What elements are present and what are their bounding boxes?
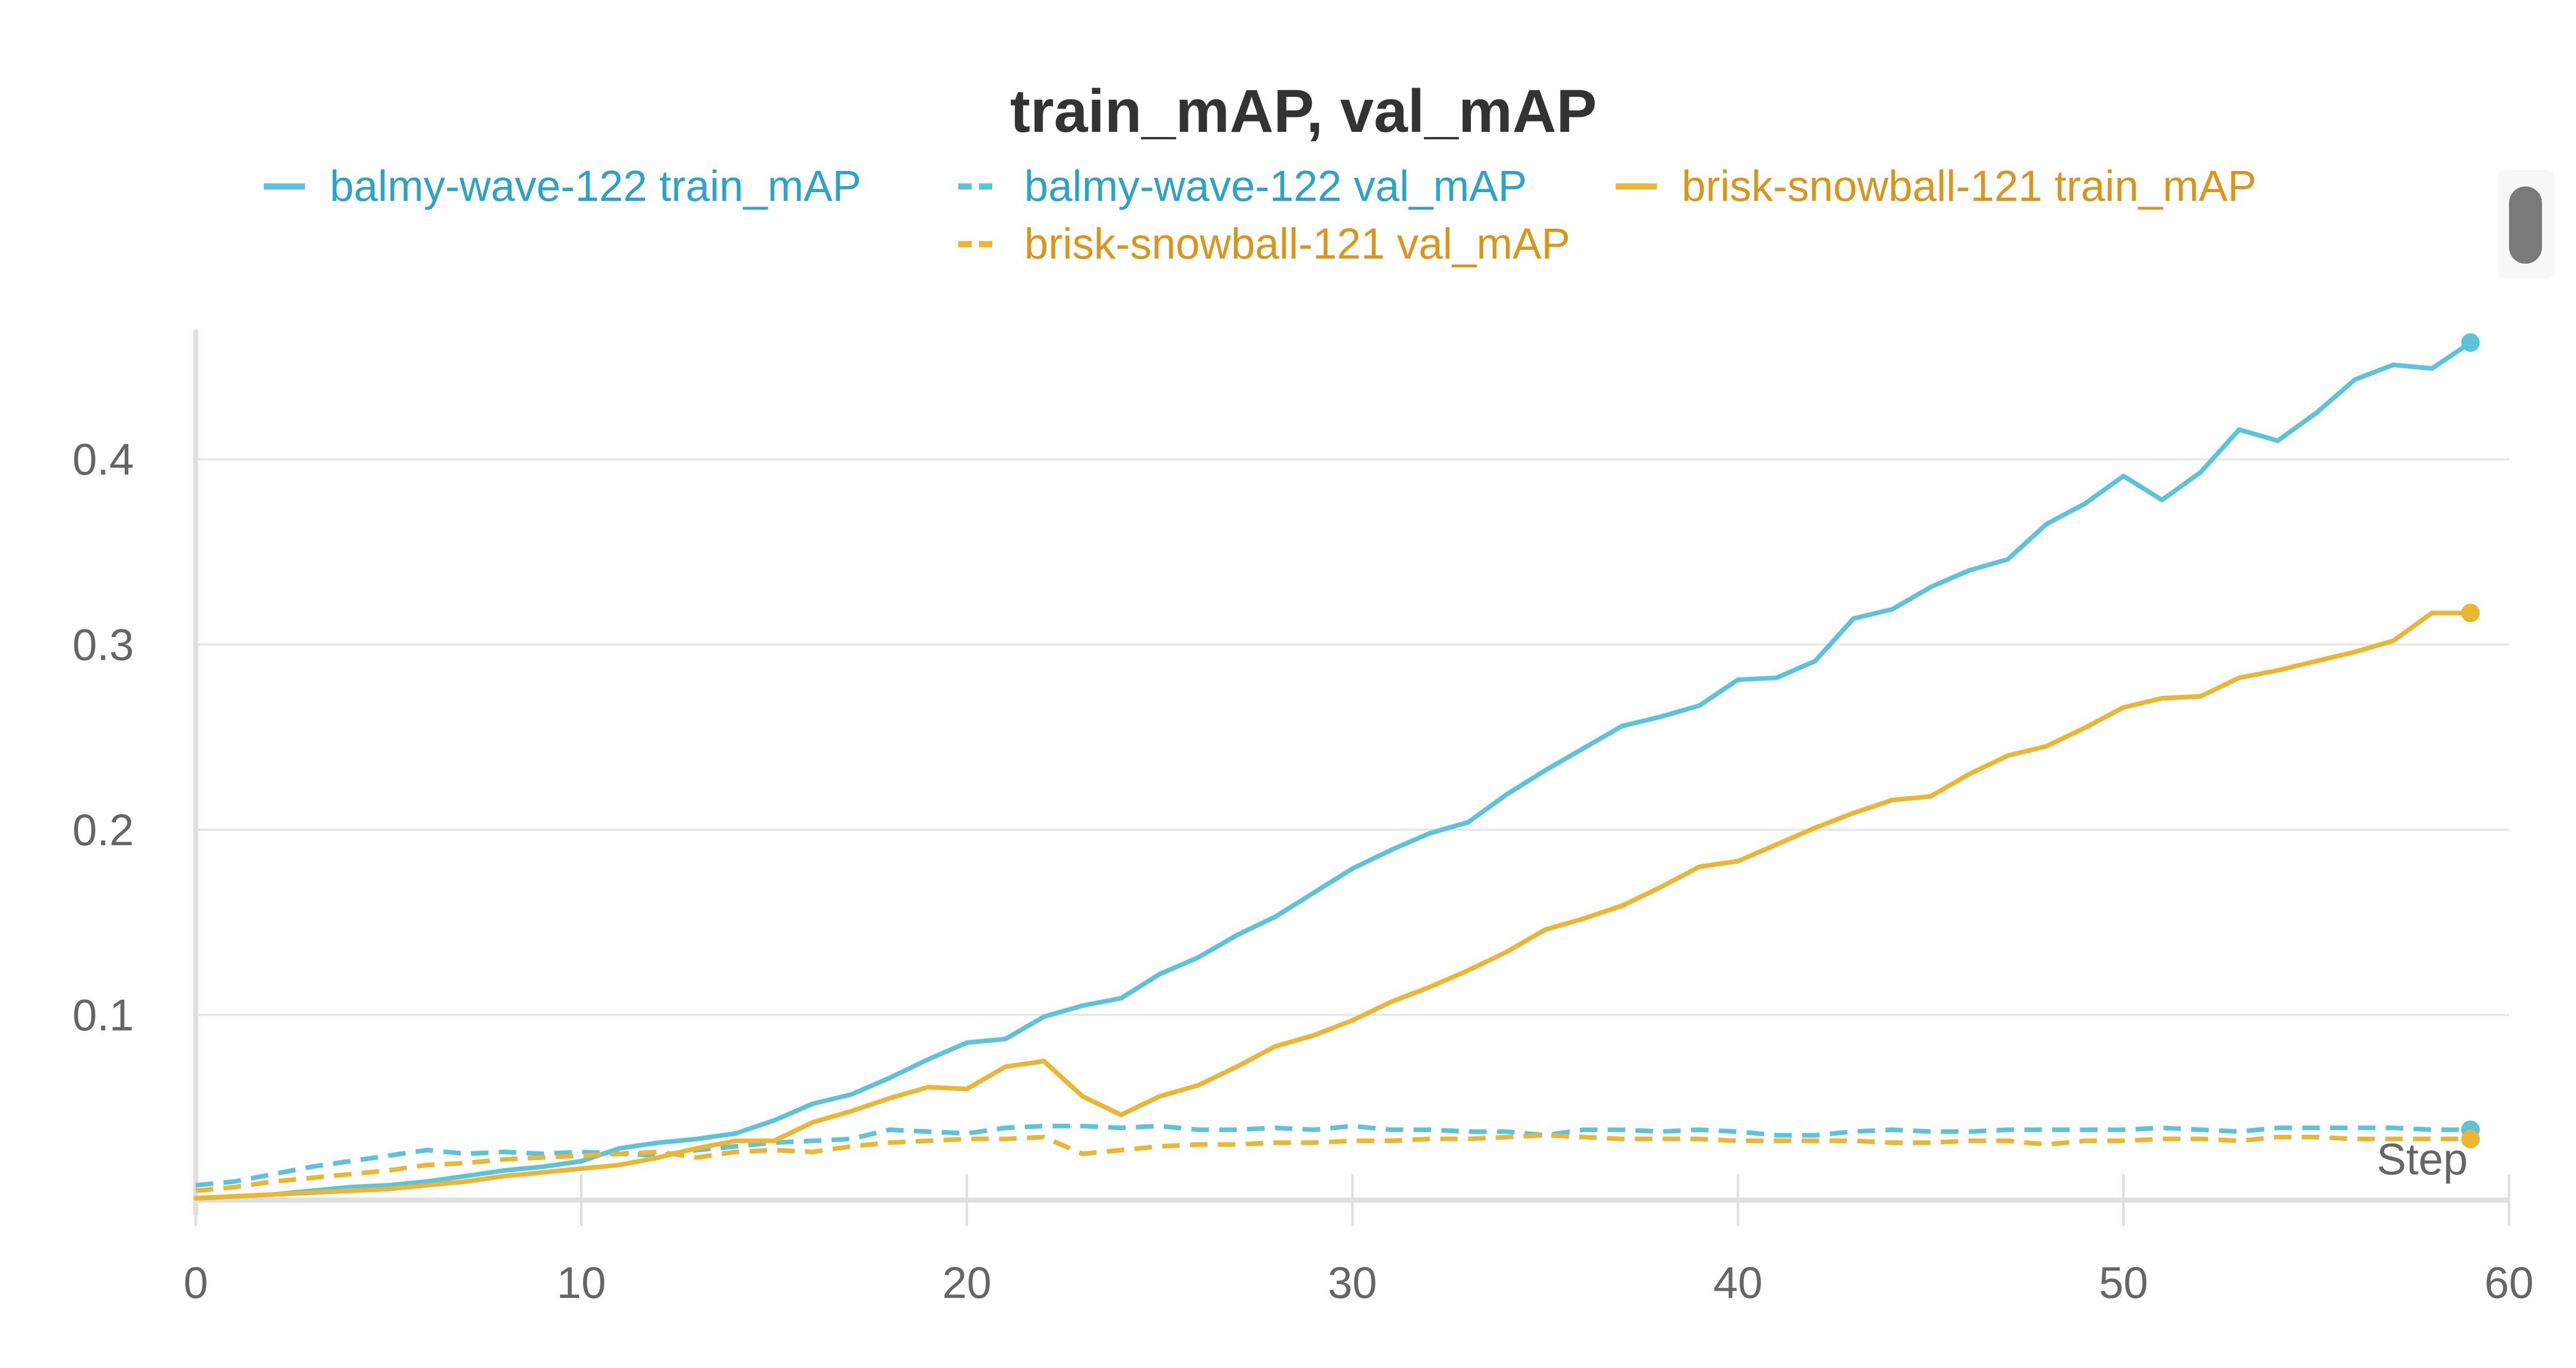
y-tick-label-1: 0.2: [72, 806, 134, 855]
series-end-point-0: [2461, 333, 2480, 352]
x-tick-label-2: 20: [942, 1258, 992, 1308]
series-lines: [193, 333, 2480, 1201]
tick-labels: 0 10 20 30 40 50 60 0.1 0.2 0.3 0.4: [72, 435, 2533, 1308]
legend-item-3[interactable]: brisk-snowball-121 val_mAP: [958, 219, 1570, 268]
x-tick-label-4: 40: [1713, 1258, 1762, 1308]
legend: balmy-wave-122 train_mAP balmy-wave-122 v…: [264, 162, 2257, 268]
x-tick-label-6: 60: [2484, 1258, 2534, 1308]
x-tick-label-3: 30: [1328, 1258, 1377, 1308]
y-tick-label-3: 0.4: [72, 435, 134, 485]
y-tick-label-0: 0.1: [72, 990, 134, 1040]
x-axis-label: Step: [2377, 1135, 2468, 1184]
series-line-0: [193, 340, 2473, 1201]
legend-scrollbar[interactable]: [2498, 170, 2554, 278]
legend-label-3: brisk-snowball-121 val_mAP: [1024, 219, 1570, 268]
series-end-point-2: [2461, 604, 2480, 623]
legend-item-1[interactable]: balmy-wave-122 val_mAP: [958, 162, 1527, 210]
scrollbar-thumb[interactable]: [2509, 186, 2542, 264]
legend-item-0[interactable]: balmy-wave-122 train_mAP: [264, 162, 861, 210]
x-tick-label-1: 10: [556, 1258, 606, 1308]
legend-label-1: balmy-wave-122 val_mAP: [1024, 162, 1527, 210]
legend-label-2: brisk-snowball-121 train_mAP: [1682, 162, 2257, 210]
y-tick-label-2: 0.3: [72, 620, 134, 670]
legend-item-2[interactable]: brisk-snowball-121 train_mAP: [1616, 162, 2257, 210]
x-tick-label-5: 50: [2099, 1258, 2148, 1308]
x-tick-label-0: 0: [183, 1258, 208, 1308]
series-end-point-3: [2461, 1130, 2480, 1149]
series-line-1: [195, 1123, 2471, 1188]
series-line-2: [193, 610, 2473, 1201]
grid-lines: [196, 458, 2509, 1016]
series-line-3: [195, 1133, 2471, 1193]
legend-label-0: balmy-wave-122 train_mAP: [330, 162, 861, 210]
chart-title: train_mAP, val_mAP: [1010, 77, 1597, 145]
axes: [193, 330, 2511, 1226]
